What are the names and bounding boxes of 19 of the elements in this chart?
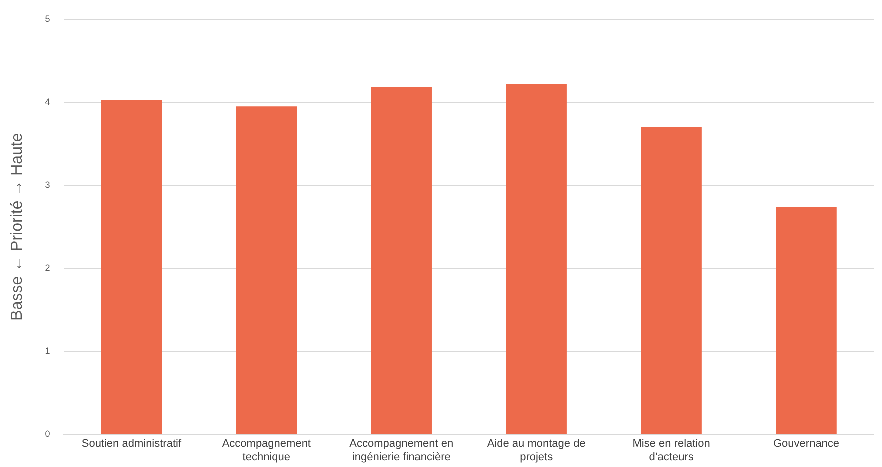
y-tick-label: 0	[45, 429, 50, 440]
bar	[371, 87, 432, 434]
x-tick-label: Mise en relation d’acteurs	[632, 438, 710, 464]
bar	[236, 106, 298, 434]
y-axis-title: Basse ← Priorité → Haute	[9, 133, 26, 321]
bar	[641, 127, 702, 434]
x-tick-label: Accompagnement en ingénierie financière	[350, 438, 454, 464]
x-tick-label: Soutien administratif	[82, 438, 182, 450]
y-tick-label: 3	[45, 180, 50, 190]
y-tick-label: 4	[45, 96, 50, 107]
y-tick-label: 5	[45, 14, 50, 24]
x-tick-label: Aide au montage de projets	[487, 438, 586, 464]
y-tick-label: 2	[45, 263, 50, 274]
x-tick-label: Gouvernance	[773, 438, 840, 450]
x-tick-label: Accompagnement technique	[222, 438, 311, 464]
y-tick-label: 1	[45, 346, 50, 356]
bar	[776, 207, 837, 434]
bar	[506, 84, 567, 434]
bar	[101, 100, 162, 434]
